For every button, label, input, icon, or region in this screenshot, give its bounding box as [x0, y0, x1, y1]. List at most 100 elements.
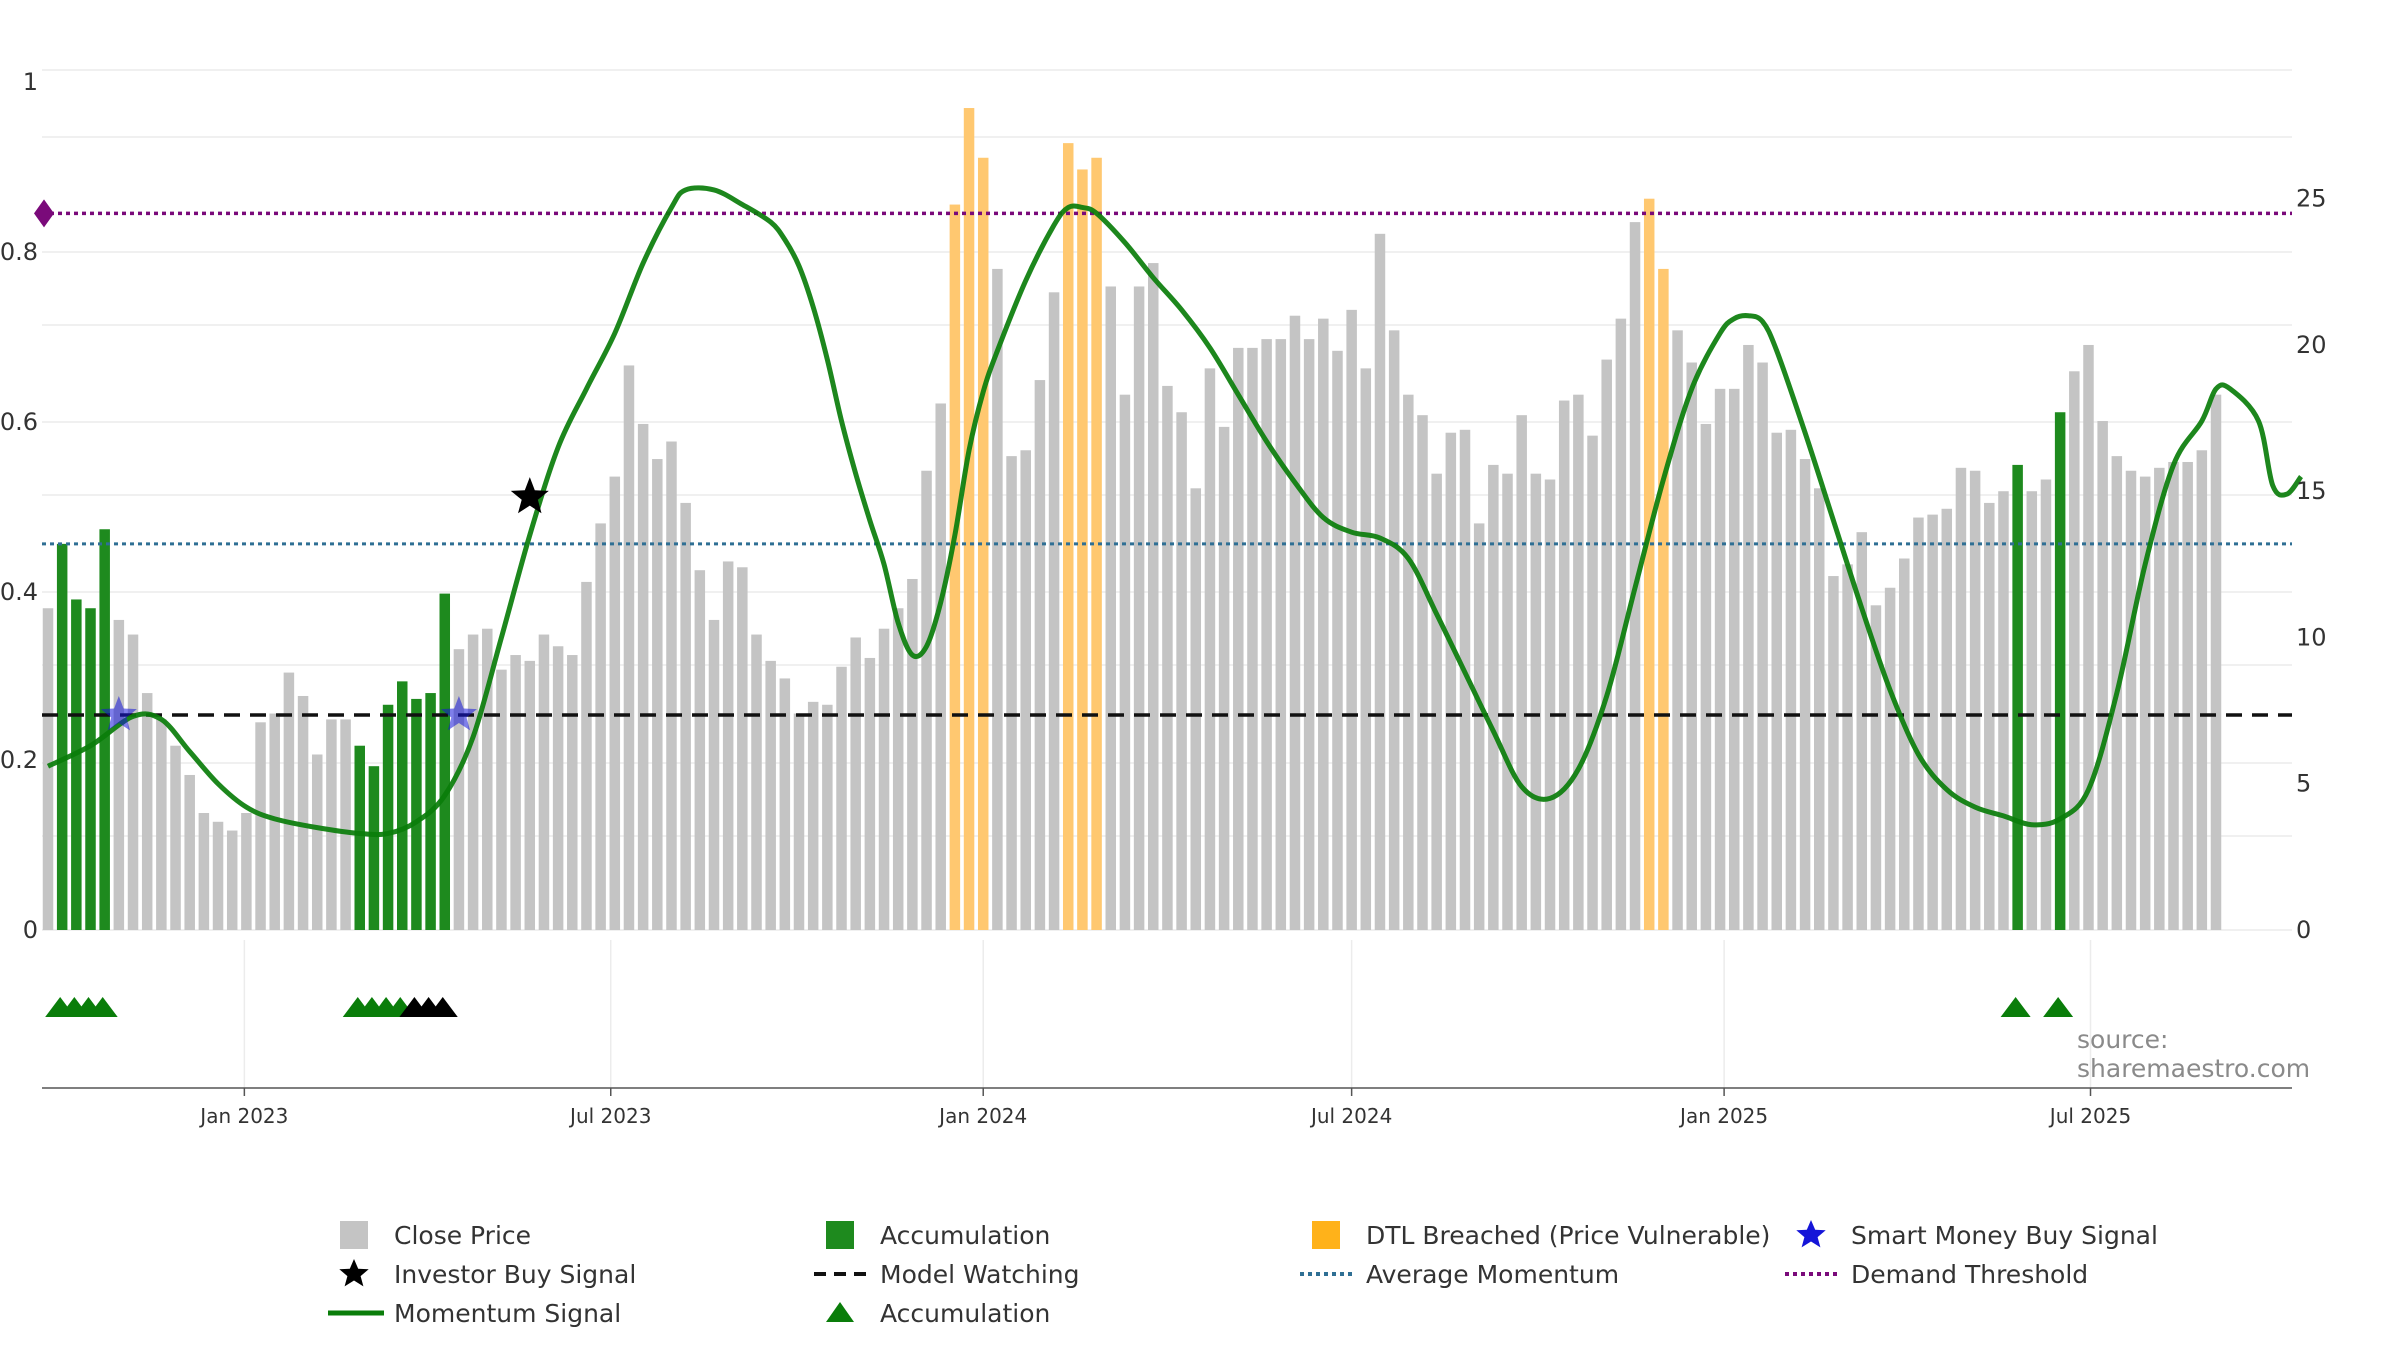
close-price-bar: [935, 403, 946, 931]
close-price-bar: [892, 608, 904, 930]
close-price-bar: [1558, 400, 1570, 931]
close-price-bar: [1133, 286, 1145, 930]
close-price-bar: [2069, 371, 2080, 931]
close-price-bar: [467, 634, 479, 930]
close-price-bar: [283, 672, 295, 930]
demand-threshold-marker: [34, 199, 54, 228]
close-price-bar: [921, 470, 932, 930]
close-price-bar: [864, 657, 876, 930]
close-price-bar: [2210, 394, 2222, 931]
close-price-bar: [1388, 330, 1400, 930]
close-price-bar: [1842, 564, 1853, 930]
y-right-tick-label: 15: [2296, 477, 2327, 505]
dtl-breached-bar: [977, 157, 989, 930]
close-price-bar: [907, 578, 918, 930]
close-price-bar: [1743, 344, 1754, 931]
close-price-bar: [1969, 470, 1981, 930]
close-price-bar: [878, 628, 890, 930]
close-price-bar: [1757, 362, 1768, 931]
close-price-bar: [822, 704, 833, 930]
close-price-bar: [1247, 347, 1258, 931]
close-price-bar: [1814, 488, 1825, 930]
close-price-bar: [1473, 523, 1485, 930]
smart-money-buy-star: [100, 696, 137, 731]
close-price-bar: [1417, 415, 1428, 931]
close-price-bar: [1955, 467, 1967, 930]
close-price-bar: [595, 523, 606, 930]
y-right-tick-label: 5: [2296, 770, 2311, 798]
accumulation-bar: [439, 593, 451, 930]
accumulation-bar: [411, 698, 422, 930]
close-price-bar: [1502, 473, 1513, 930]
close-price-bar: [1006, 456, 1017, 930]
x-tick-label: Jan 2025: [1678, 1104, 1768, 1128]
close-price-bar: [2196, 450, 2208, 930]
close-price-bar: [1899, 558, 1910, 930]
close-price-bar: [1148, 263, 1159, 930]
close-price-bar: [1034, 380, 1046, 931]
close-price-bar: [1771, 432, 1782, 930]
close-price-bar: [1544, 479, 1556, 930]
accumulation-bar: [397, 681, 408, 930]
close-price-bar: [1828, 576, 1839, 930]
dtl-breached-bar: [1062, 143, 1074, 930]
close-price-bar: [510, 655, 521, 930]
close-price-bar: [524, 660, 536, 930]
close-price-bar: [1289, 315, 1301, 930]
y-right-tick-label: 0: [2296, 916, 2311, 944]
dtl-breached-bar: [1658, 268, 1669, 930]
close-price-bar: [2139, 476, 2151, 930]
close-price-bar: [708, 619, 720, 930]
x-tick-label: Jan 2023: [198, 1104, 288, 1128]
dtl-breached-bar: [963, 108, 975, 930]
close-price-bar: [1530, 473, 1542, 930]
accumulation-bar: [382, 704, 394, 930]
source-credit: source: sharemaestro.com: [2077, 1025, 2311, 1083]
dtl-breached-bar: [1643, 198, 1655, 930]
close-price-bar: [1615, 318, 1627, 930]
investor-buy-star: [510, 477, 549, 514]
close-price-bar: [1686, 362, 1697, 931]
close-price-bar: [297, 695, 309, 930]
accumulation-triangle: [2043, 997, 2074, 1017]
close-price-bar: [1573, 394, 1584, 931]
close-price-bar: [623, 365, 635, 931]
close-price-bar: [1346, 309, 1357, 930]
close-price-bar: [1218, 426, 1230, 930]
close-price-bar: [156, 719, 167, 930]
close-price-bar: [198, 812, 210, 930]
accumulation-bar: [56, 543, 68, 930]
close-price-bar: [1233, 347, 1244, 931]
close-price-bar: [311, 754, 323, 930]
close-price-bar: [2097, 421, 2108, 930]
close-price-bar: [269, 713, 280, 930]
close-price-bar: [496, 669, 507, 930]
close-price-bar: [666, 441, 677, 930]
close-price-bar: [1332, 350, 1343, 931]
close-price-bar: [1700, 423, 1712, 930]
close-price-bar: [1261, 339, 1272, 931]
close-price-bar: [552, 646, 564, 930]
close-price-bar: [2154, 467, 2165, 930]
close-price-bar: [1488, 464, 1499, 930]
close-price-bar: [737, 567, 748, 930]
accumulation-bar: [99, 529, 110, 930]
close-price-bar: [1360, 368, 1372, 931]
accumulation-bar: [2054, 412, 2066, 931]
accumulation-bar: [85, 608, 96, 930]
close-price-bar: [1629, 222, 1641, 931]
close-price-bar: [340, 719, 351, 930]
x-tick-label: Jul 2024: [1309, 1104, 1392, 1128]
close-price-bar: [1020, 450, 1031, 930]
close-price-bar: [680, 502, 691, 930]
close-price-bar: [1119, 394, 1131, 931]
accumulation-bar: [354, 745, 365, 930]
accumulation-bar: [71, 599, 82, 930]
close-price-bar: [2182, 461, 2193, 930]
x-tick-label: Jul 2025: [2048, 1104, 2131, 1128]
dtl-breached-bar: [1077, 169, 1088, 930]
close-price-bar: [850, 637, 861, 930]
close-price-bar: [779, 678, 791, 930]
close-price-bar: [793, 713, 805, 930]
